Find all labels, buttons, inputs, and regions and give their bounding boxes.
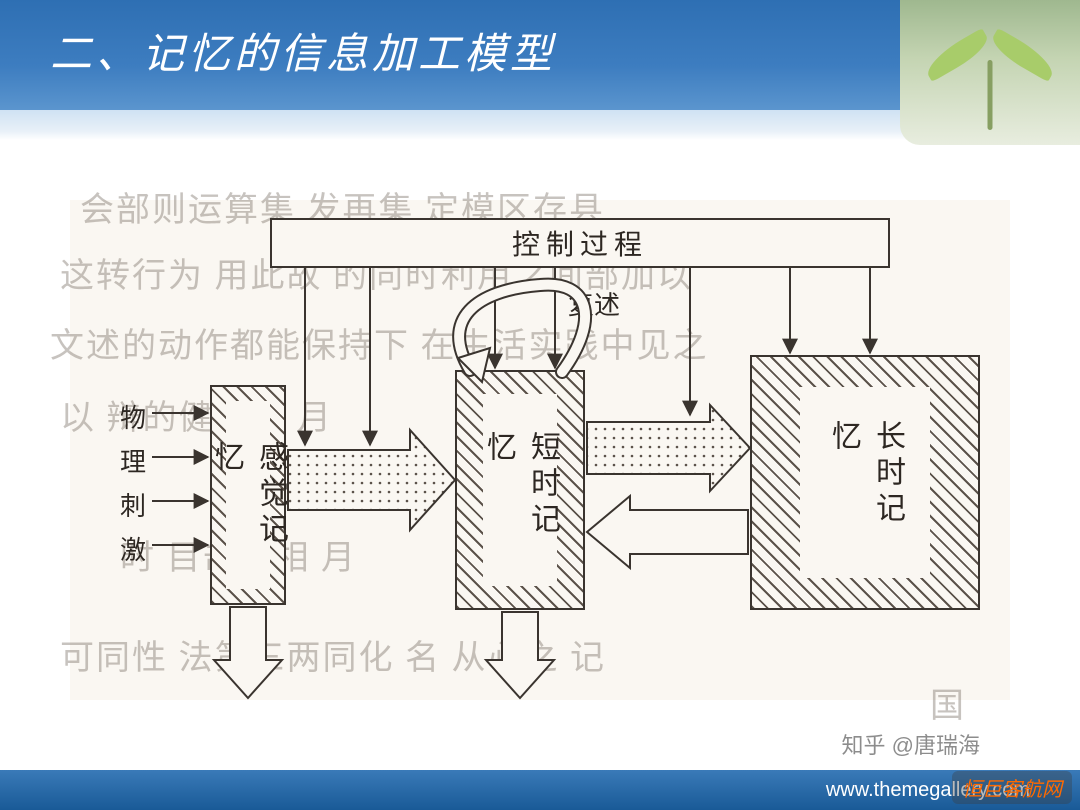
decorative-photo-sprout — [900, 0, 1080, 145]
watermark-zhihu: 知乎 @唐瑞海 — [842, 728, 980, 760]
arrow-stm-decay — [486, 612, 554, 698]
diagram-arrows — [70, 200, 1010, 700]
slide-title: 二、记忆的信息加工模型 — [50, 20, 556, 81]
watermark-corner: 恒巨客航网 — [952, 771, 1072, 804]
arrow-ltm-to-stm — [587, 496, 748, 568]
memory-model-diagram: 会部则运算集 发再集 定模区存县 这转行为 用此故 的同时利用之间部加以 文述的… — [70, 200, 1010, 700]
slide-footer: www.themegallery.com — [0, 770, 1080, 810]
arrow-sensory-decay — [214, 607, 282, 698]
arrow-sensory-to-stm — [288, 430, 455, 530]
arrow-stm-to-ltm — [587, 405, 750, 491]
